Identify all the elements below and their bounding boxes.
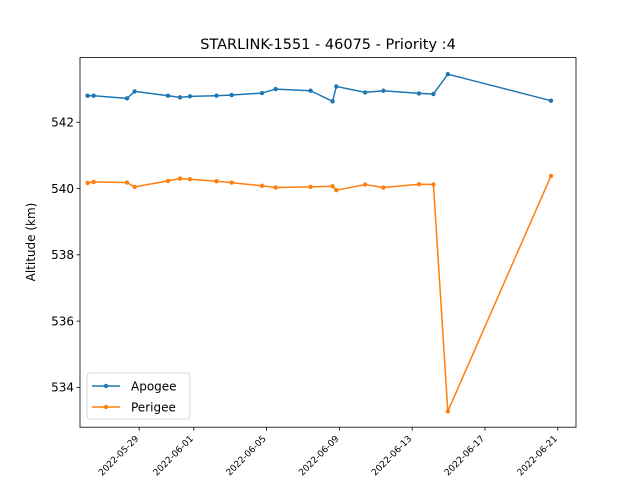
perigee-point [431,182,436,187]
apogee-point [229,92,234,98]
y-tick-label: 538 [51,248,74,262]
perigee-point [165,178,171,184]
apogee-point [445,71,451,77]
y-tick-label: 534 [51,381,74,395]
y-tick-label: 536 [51,314,74,328]
perigee-point [273,185,278,190]
y-tick-label: 540 [51,182,74,196]
perigee-point [91,179,96,185]
apogee-point [85,93,90,98]
x-tick-label: 2022-06-09 [297,434,341,478]
apogee-point [431,91,436,97]
apogee-point [91,93,96,98]
legend-apogee-marker [103,383,109,389]
apogee-point [132,89,137,94]
apogee-point [330,99,335,104]
legend-perigee-label: Perigee [131,400,176,414]
apogee-point [124,96,130,101]
perigee-point [187,177,193,182]
perigee-point [445,409,451,414]
perigee-series-line [87,175,552,413]
apogee-point [165,93,171,98]
perigee-point [132,184,137,190]
apogee-point [548,98,554,103]
perigee-point [381,185,386,190]
plot-content [85,71,554,414]
apogee-point [308,88,313,93]
apogee-series-line [87,73,552,103]
perigee-point [214,179,219,184]
x-tick-label: 2022-05-29 [97,434,141,478]
x-tick-label: 2022-06-21 [516,434,560,478]
perigee-point [229,180,234,185]
apogee-point [381,88,386,93]
axes-ticks: 534 536 538 540 542 2022-05-29 2022-06-01 2022-… [51,116,560,479]
perigee-point [124,180,130,185]
legend-perigee-marker [103,404,109,410]
apogee-point [187,94,193,99]
legend: Apogee Perigee [86,372,191,420]
apogee-point [177,95,183,100]
perigee-point [416,182,422,187]
apogee-point [259,90,265,96]
chart-title: STARLINK-1551 - 46075 - Priority :4 [200,37,456,53]
apogee-point [362,90,368,95]
apogee-point [273,86,278,92]
y-axis-label: Altitude (km) [24,203,38,282]
x-tick-label: 2022-06-01 [152,434,196,478]
perigee-point [308,184,313,190]
x-tick-label: 2022-06-13 [370,434,414,478]
y-tick-label: 542 [51,116,74,130]
legend-apogee-label: Apogee [131,379,177,393]
perigee-point [330,184,335,189]
x-tick-label: 2022-06-05 [225,434,269,478]
perigee-point [259,183,265,189]
apogee-point [214,93,219,98]
perigee-point [85,180,90,186]
perigee-point [177,176,183,181]
apogee-point [416,91,422,96]
x-tick-label: 2022-06-17 [443,434,487,478]
apogee-point [334,84,339,89]
plot-frame [79,57,577,428]
perigee-point [334,187,339,193]
perigee-point [362,182,368,187]
perigee-point [548,173,554,179]
